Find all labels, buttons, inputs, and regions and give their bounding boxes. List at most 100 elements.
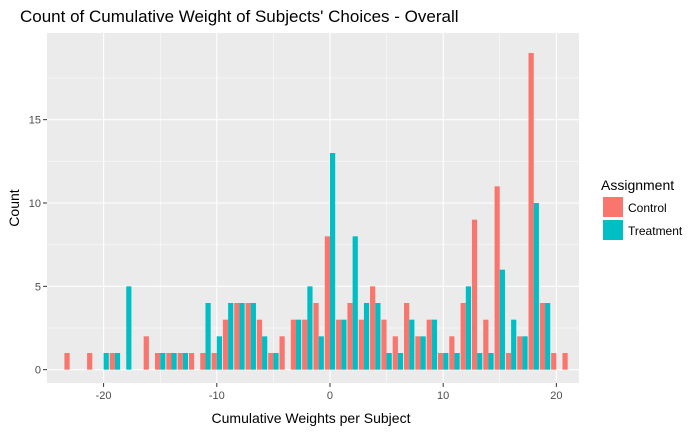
bar-treatment [216, 336, 222, 370]
bars [64, 53, 568, 370]
bar-control [562, 353, 568, 370]
bar-control [483, 319, 489, 370]
bar-control [449, 336, 455, 370]
bar-treatment [533, 203, 539, 370]
bar-treatment [386, 353, 392, 370]
bar-treatment [420, 336, 426, 370]
bar-treatment [499, 269, 505, 370]
bar-treatment [250, 303, 256, 370]
legend-title: Assignment [601, 177, 674, 193]
chart-title: Count of Cumulative Weight of Subjects' … [20, 7, 459, 26]
legend-label-treatment: Treatment [628, 224, 683, 238]
bar-control [324, 236, 330, 370]
y-axis-title: Count [6, 189, 22, 226]
y-tick-label: 5 [35, 281, 41, 293]
bar-control [143, 336, 149, 370]
bar-treatment [522, 336, 528, 370]
bar-treatment [477, 353, 483, 370]
bar-treatment [114, 353, 121, 370]
bar-control [279, 336, 285, 370]
bar-treatment [431, 319, 438, 370]
plot-panel [47, 33, 579, 383]
bar-control [109, 353, 115, 370]
bar-control [234, 303, 240, 370]
y-tick-label: 15 [29, 115, 41, 127]
bar-treatment [443, 353, 449, 370]
bar-control [64, 353, 70, 370]
bar-control [222, 319, 229, 370]
minor-gridlines [47, 33, 579, 383]
legend-swatch-control [603, 197, 623, 217]
y-tick-label: 10 [29, 198, 41, 210]
bar-treatment [465, 286, 472, 370]
bar-treatment [182, 353, 189, 370]
bar-treatment [329, 153, 336, 370]
bar-control [551, 353, 557, 370]
bar-treatment [205, 303, 211, 370]
legend-swatch-treatment [603, 220, 623, 240]
bar-treatment [341, 319, 347, 370]
bar-control [370, 286, 376, 370]
bar-treatment [273, 353, 279, 370]
bar-treatment [307, 286, 313, 370]
legend: Assignment Control Treatment [601, 177, 683, 240]
bar-control [302, 319, 308, 370]
bar-treatment [160, 353, 166, 370]
bar-control [268, 353, 274, 370]
x-tick-label: 20 [550, 390, 562, 402]
bar-control [358, 319, 364, 370]
legend-label-control: Control [628, 201, 667, 215]
bar-control [392, 336, 398, 370]
bar-control [505, 353, 512, 370]
bar-treatment [262, 336, 268, 370]
bar-treatment [397, 353, 404, 370]
bar-control [177, 353, 183, 370]
bar-treatment [296, 319, 302, 370]
bar-treatment [545, 303, 551, 370]
x-tick-label: -20 [96, 390, 112, 402]
bar-control [256, 319, 263, 370]
bar-control [154, 353, 161, 370]
bar-treatment [239, 303, 245, 370]
bar-control [437, 353, 444, 370]
bar-treatment [126, 286, 132, 370]
bar-control [494, 186, 500, 370]
bar-control [517, 336, 523, 370]
bar-control [87, 353, 93, 370]
bar-control [415, 336, 421, 370]
bar-control [460, 303, 466, 370]
bar-treatment [103, 353, 109, 370]
y-axis-ticks: 0 5 10 15 [29, 115, 47, 377]
y-tick-label: 0 [35, 365, 41, 377]
bar-control [347, 303, 353, 370]
bar-control [381, 319, 387, 370]
bar-treatment [171, 353, 177, 370]
x-axis-ticks: -20 -10 0 10 20 [96, 383, 562, 402]
bar-control [200, 353, 206, 370]
bar-treatment [352, 236, 358, 370]
bar-treatment [228, 303, 234, 370]
x-tick-label: 10 [437, 390, 449, 402]
x-tick-label: -10 [209, 390, 225, 402]
bar-control [290, 319, 297, 370]
bar-treatment [318, 336, 324, 370]
bar-control [245, 303, 251, 370]
bar-treatment [409, 319, 415, 370]
x-axis-title: Cumulative Weights per Subject [212, 410, 411, 426]
bar-control [539, 303, 546, 370]
bar-control [471, 219, 478, 370]
bar-control [313, 303, 319, 370]
bar-control [211, 353, 217, 370]
bar-control [426, 319, 432, 370]
bar-control [528, 53, 534, 370]
bar-control [188, 353, 195, 370]
bar-control [404, 303, 410, 370]
bar-control [336, 319, 342, 370]
bar-treatment [511, 319, 517, 370]
bar-treatment [488, 353, 494, 370]
bar-treatment [375, 303, 381, 370]
bar-treatment [363, 303, 370, 370]
bar-treatment [454, 353, 460, 370]
bar-control [166, 353, 172, 370]
